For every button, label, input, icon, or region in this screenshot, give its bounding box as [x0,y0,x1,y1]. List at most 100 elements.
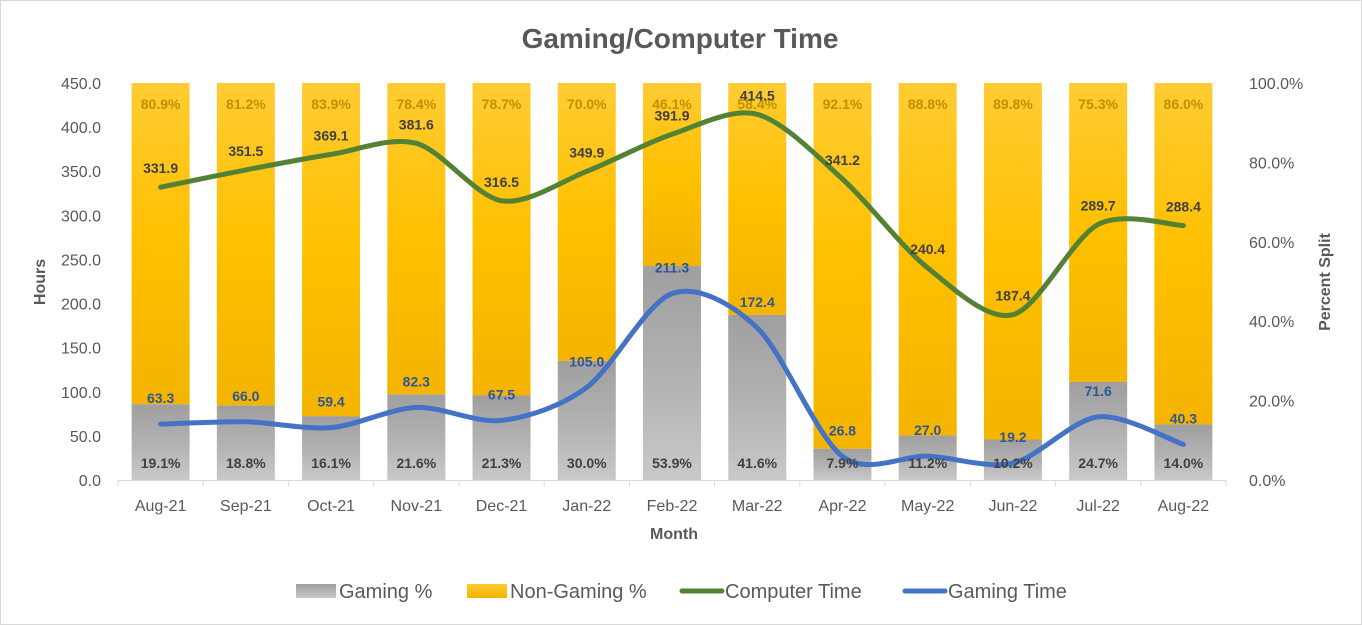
legend-label: Non-Gaming % [510,581,647,603]
data-label-computer-time: 369.1 [314,127,349,143]
bar-non-gaming-pct [387,83,446,395]
x-tick-label: Jun-22 [988,498,1037,515]
y-tick-label: 150.0 [61,341,101,358]
bar-non-gaming-pct [1154,83,1213,425]
bar-gaming-pct [1069,381,1128,480]
data-label-gaming-time: 27.0 [914,422,941,438]
bar-non-gaming-pct [131,83,190,405]
bar-gaming-pct [728,314,787,480]
data-label-non-gaming-pct: 89.8% [993,96,1033,112]
data-label-gaming-pct: 53.9% [652,455,692,471]
data-label-non-gaming-pct: 78.4% [396,96,436,112]
y2-tick-label: 40.0% [1249,314,1294,331]
data-label-computer-time: 316.5 [484,174,519,190]
data-label-gaming-pct: 18.8% [226,455,266,471]
legend-swatch [467,584,507,598]
data-label-gaming-pct: 16.1% [311,455,351,471]
bar-non-gaming-pct [983,83,1042,440]
x-tick-label: May-22 [901,498,954,515]
data-label-computer-time: 288.4 [1166,199,1201,215]
data-label-gaming-pct: 30.0% [567,455,607,471]
x-tick-label: Aug-22 [1158,498,1210,515]
bar-gaming-pct [643,266,701,480]
data-label-non-gaming-pct: 58.4% [737,96,777,112]
axes-layer: 0.0 50.0 100.0 150.0 200.0 250.0 300.0 350.0 400… [61,76,1303,515]
data-label-gaming-pct: 24.7% [1078,455,1118,471]
bar-non-gaming-pct [302,83,361,417]
data-label-gaming-time: 105.0 [569,353,604,369]
bar-non-gaming-pct [813,83,872,449]
data-label-gaming-pct: 14.0% [1164,455,1204,471]
bar-non-gaming-pct [472,83,531,396]
y-tick-label: 300.0 [61,208,101,225]
bar-non-gaming-pct [643,83,701,267]
data-label-gaming-time: 211.3 [655,260,689,276]
y-axis-label: Hours [32,259,49,305]
x-tick-label: Apr-22 [818,498,866,515]
x-tick-label: Jan-22 [562,498,611,515]
bar-gaming-pct [131,404,190,480]
y-tick-label: 0.0 [79,473,101,490]
data-label-non-gaming-pct: 80.9% [141,96,181,112]
data-label-gaming-pct: 11.2% [908,455,947,471]
data-label-computer-time: 381.6 [399,116,434,132]
data-label-non-gaming-pct: 86.0% [1164,96,1204,112]
data-label-non-gaming-pct: 46.1% [652,96,692,112]
data-label-non-gaming-pct: 83.9% [311,96,351,112]
x-tick-label: Sep-21 [220,498,272,515]
data-label-computer-time: 289.7 [1081,197,1116,213]
bar-non-gaming-pct [216,83,275,406]
data-label-computer-time: 331.9 [143,160,178,176]
data-label-non-gaming-pct: 78.7% [482,96,522,112]
data-label-gaming-time: 26.8 [829,422,856,438]
data-label-gaming-time: 63.3 [147,390,174,406]
data-label-gaming-time: 82.3 [403,373,430,389]
line-gaming-time [158,288,1186,468]
data-label-non-gaming-pct: 92.1% [823,96,863,112]
x-tick-label: Nov-21 [391,498,443,515]
y2-tick-label: 100.0% [1249,76,1303,93]
chart-title: Gaming/Computer Time [522,23,839,54]
y-tick-label: 350.0 [61,164,101,181]
data-label-computer-time: 349.9 [569,144,604,160]
data-label-gaming-pct: 19.1% [141,455,181,471]
data-label-gaming-time: 71.6 [1085,383,1112,399]
legend: Gaming % Non-Gaming % Computer Time Gaming … [296,581,1067,603]
x-tick-label: Jul-22 [1076,498,1120,515]
bar-non-gaming-pct [1069,83,1128,382]
bar-non-gaming-pct [557,83,616,361]
y-tick-label: 400.0 [61,120,101,137]
legend-label: Computer Time [725,581,862,603]
data-label-gaming-time: 59.4 [317,394,344,410]
data-label-non-gaming-pct: 81.2% [226,96,266,112]
y-tick-label: 200.0 [61,297,101,314]
x-tick-label: Oct-21 [307,498,355,515]
y-tick-label: 450.0 [61,76,101,93]
data-label-gaming-pct: 10.2% [993,455,1033,471]
data-label-computer-time: 351.5 [228,143,263,159]
bar-non-gaming-pct [898,83,957,436]
y2-tick-label: 20.0% [1249,394,1294,411]
data-label-gaming-pct: 7.9% [827,455,859,471]
bar-non-gaming-pct [728,83,787,315]
data-label-computer-time: 391.9 [654,107,689,123]
y-tick-label: 250.0 [61,252,101,269]
y-tick-label: 50.0 [70,429,101,446]
bar-gaming-pct [983,439,1042,480]
data-label-non-gaming-pct: 75.3% [1078,96,1118,112]
bar-layer [131,83,1213,480]
data-label-gaming-pct: 41.6% [737,455,777,471]
legend-label: Gaming Time [948,581,1067,603]
data-label-gaming-time: 172.4 [740,294,775,310]
y-tick-label: 100.0 [61,385,101,402]
x-tick-label: Feb-22 [647,498,698,515]
line-layer [158,110,1186,468]
x-tick-label: Dec-21 [476,498,528,515]
x-tick-label: Mar-22 [732,498,783,515]
y2-tick-label: 60.0% [1249,235,1294,252]
data-label-gaming-time: 19.2 [999,429,1026,445]
y2-tick-label: 0.0% [1249,473,1285,490]
data-label-gaming-time: 66.0 [232,388,259,404]
data-label-layer: 80.9% 19.1% 331.9 63.3 81.2% 18.8% 351.5 66.0 83… [141,87,1204,471]
line-computer-time [158,110,1186,318]
